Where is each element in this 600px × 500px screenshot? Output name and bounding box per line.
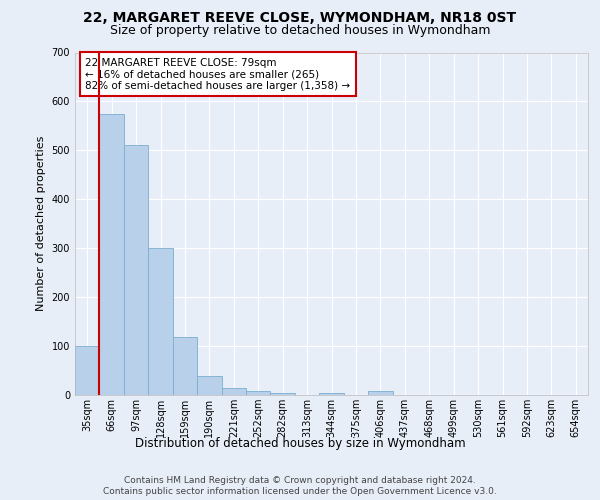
Bar [197, 376, 221, 395]
Bar [221, 388, 246, 395]
Bar [246, 391, 271, 395]
Text: Distribution of detached houses by size in Wymondham: Distribution of detached houses by size … [134, 438, 466, 450]
Bar [75, 346, 100, 395]
Text: Contains public sector information licensed under the Open Government Licence v3: Contains public sector information licen… [103, 488, 497, 496]
Bar [368, 391, 392, 395]
Text: 22, MARGARET REEVE CLOSE, WYMONDHAM, NR18 0ST: 22, MARGARET REEVE CLOSE, WYMONDHAM, NR1… [83, 11, 517, 25]
Bar [319, 392, 344, 395]
Bar [100, 114, 124, 395]
Text: 22 MARGARET REEVE CLOSE: 79sqm
← 16% of detached houses are smaller (265)
82% of: 22 MARGARET REEVE CLOSE: 79sqm ← 16% of … [85, 58, 350, 91]
Bar [173, 338, 197, 395]
Bar [148, 248, 173, 395]
Y-axis label: Number of detached properties: Number of detached properties [36, 136, 46, 312]
Text: Contains HM Land Registry data © Crown copyright and database right 2024.: Contains HM Land Registry data © Crown c… [124, 476, 476, 485]
Text: Size of property relative to detached houses in Wymondham: Size of property relative to detached ho… [110, 24, 490, 37]
Bar [124, 146, 148, 395]
Bar [271, 392, 295, 395]
